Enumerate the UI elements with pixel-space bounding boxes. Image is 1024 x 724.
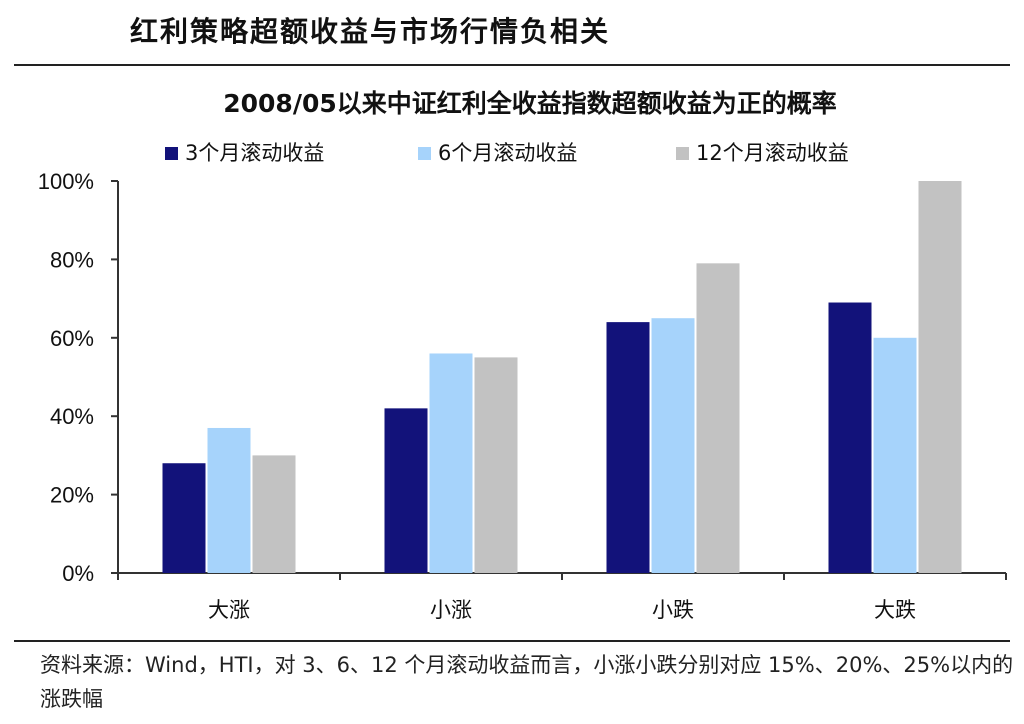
x-tick-label: 大跌 <box>874 598 916 622</box>
chart-title: 2008/05以来中证红利全收益指数超额收益为正的概率 <box>223 89 837 118</box>
legend-label-1: 3个月滚动收益 <box>185 141 324 165</box>
legend-label-3: 12个月滚动收益 <box>696 141 849 165</box>
bar-series3-cat2 <box>474 357 518 573</box>
y-tick-label: 20% <box>50 483 94 508</box>
x-tick-label: 大涨 <box>208 598 250 622</box>
axes: 0% 20% 40% 60% 80% 100% 大涨 小涨 小跌 大跌 <box>38 169 1007 622</box>
bar-series2-cat1 <box>207 427 251 573</box>
bar-series2-cat2 <box>429 353 473 573</box>
x-tick-label: 小涨 <box>430 598 472 622</box>
bars <box>162 181 962 573</box>
legend-label-2: 6个月滚动收益 <box>438 141 577 165</box>
x-tick-label: 小跌 <box>652 598 694 622</box>
bar-series1-cat3 <box>606 322 650 573</box>
legend: 3个月滚动收益 6个月滚动收益 12个月滚动收益 <box>165 141 849 165</box>
bar-series2-cat3 <box>651 318 695 573</box>
y-tick-label: 60% <box>50 326 94 351</box>
bar-series3-cat1 <box>252 455 296 573</box>
bar-series1-cat2 <box>384 408 428 573</box>
legend-swatch-2 <box>418 147 431 160</box>
legend-swatch-1 <box>165 147 178 160</box>
page-heading: 红利策略超额收益与市场行情负相关 <box>130 15 611 48</box>
top-divider <box>14 64 1010 66</box>
bar-series1-cat1 <box>162 463 206 573</box>
bar-chart: 2008/05以来中证红利全收益指数超额收益为正的概率 3个月滚动收益 6个月滚动… <box>38 89 1007 622</box>
bar-series2-cat4 <box>873 337 917 573</box>
y-tick-label: 80% <box>50 247 94 272</box>
legend-swatch-3 <box>676 147 689 160</box>
source-note: 资料来源：Wind，HTI，对 3、6、12 个月滚动收益而言，小涨小跌分别对应… <box>40 653 1014 711</box>
bar-series3-cat3 <box>696 263 740 573</box>
bottom-divider <box>14 640 1010 642</box>
bar-series1-cat4 <box>828 302 872 573</box>
bar-series3-cat4 <box>918 181 962 573</box>
y-tick-label: 0% <box>62 561 94 586</box>
y-tick-label: 100% <box>38 169 94 194</box>
y-tick-label: 40% <box>50 404 94 429</box>
